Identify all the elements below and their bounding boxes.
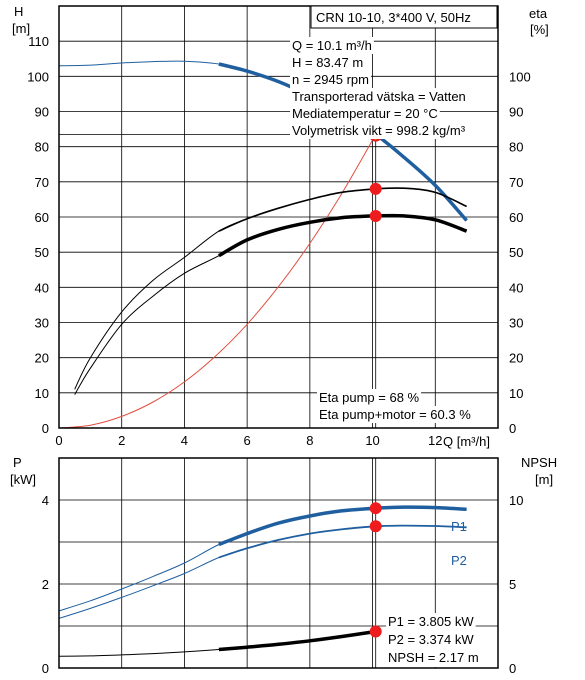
x-tick-label: 10 [365, 433, 379, 448]
bottom-tick-labels: 0 2 4 0 5 10 [42, 493, 524, 676]
y-right-tick-label: 40 [509, 280, 523, 295]
y-right-tick-label: 70 [509, 175, 523, 190]
npsh-curve-operating [218, 629, 376, 652]
power-info-line: P1 = 3.805 kW [388, 614, 474, 629]
duty-info-line-bg [290, 54, 366, 71]
x-axis-label: Q [m³/h] [443, 434, 490, 449]
x-tick-label: 4 [181, 433, 188, 448]
x-tick-label: 2 [118, 433, 125, 448]
bottom-y-left-tick-label: 2 [42, 577, 49, 592]
y-right-tick-label: 100 [509, 69, 531, 84]
duty-info-line-bg [290, 37, 374, 54]
title-box [310, 5, 498, 29]
duty-info-line-bg [290, 88, 468, 105]
power-info-line-bg [386, 631, 476, 649]
bottom-y-left-tick-label: 0 [42, 661, 49, 676]
duty-info-line: Volymetrisk vikt = 998.2 kg/m³ [292, 123, 466, 138]
x-tick-label: 0 [55, 433, 62, 448]
eta-pump-curve-operating [218, 187, 467, 232]
duty-point-p1-marker [369, 502, 382, 515]
power-info-block: P1 = 3.805 kW P2 = 3.374 kW NPSH = 2.17 m [386, 613, 481, 667]
duty-info-line: n = 2945 rpm [292, 72, 369, 87]
system-curve [58, 134, 377, 429]
duty-info-line-bg [290, 105, 440, 122]
p1-curve-operating [218, 505, 467, 547]
p2-curve-thin [58, 525, 467, 619]
eta-info-line-bg [317, 389, 422, 406]
y-left-tick-label: 10 [35, 386, 49, 401]
y-left-tick-label: 30 [35, 316, 49, 331]
top-plot-frame [58, 5, 499, 429]
power-info-line: P2 = 3.374 kW [388, 632, 474, 647]
bottom-y-right-tick-label: 10 [509, 493, 523, 508]
top-right-axis-label-line2: [%] [530, 22, 549, 37]
x-tick-label: 6 [244, 433, 251, 448]
duty-point-eta-pump-marker [369, 182, 382, 195]
bottom-y-left-tick-label: 4 [42, 493, 49, 508]
duty-info-line: Transporterad vätska = Vatten [292, 89, 466, 104]
y-right-tick-label: 50 [509, 245, 523, 260]
duty-info-line-bg [290, 71, 371, 88]
series-label-p1: P1 [451, 519, 467, 534]
power-info-line-bg [386, 613, 476, 631]
bottom-left-axis-label-line1: P [13, 455, 22, 470]
npsh-curve-thin [58, 631, 376, 657]
y-left-tick-label: 40 [35, 280, 49, 295]
power-info-line-bg [386, 649, 481, 667]
eta-info-block: Eta pump = 68 % Eta pump+motor = 60.3 % [317, 389, 473, 423]
y-right-tick-label: 10 [509, 386, 523, 401]
y-right-tick-label: 80 [509, 140, 523, 155]
y-left-tick-label: 70 [35, 175, 49, 190]
y-left-tick-label: 50 [35, 245, 49, 260]
top-left-axis-label-line2: [m] [12, 21, 30, 36]
bottom-y-right-tick-label: 5 [509, 577, 516, 592]
y-right-tick-label: 30 [509, 316, 523, 331]
p2-curve-operating [218, 524, 467, 559]
duty-info-line: Q = 10.1 m³/h [292, 38, 372, 53]
top-left-axis-label-line1: H [14, 4, 23, 19]
duty-info-line: H = 83.47 m [292, 55, 363, 70]
top-right-axis-label-line1: eta [529, 6, 548, 21]
y-left-tick-label: 60 [35, 210, 49, 225]
eta-pump-curve-thin [74, 187, 467, 390]
x-tick-label: 12 [428, 433, 442, 448]
eta-info-line: Eta pump = 68 % [319, 390, 420, 405]
bottom-right-axis-label-line1: NPSH [521, 455, 557, 470]
eta-info-line-bg [317, 406, 473, 423]
series-label-p2: P2 [451, 553, 467, 568]
duty-point-p2-marker [369, 520, 382, 533]
bottom-right-axis-label-line2: [m] [535, 472, 553, 487]
duty-info-block: Q = 10.1 m³/h H = 83.47 m n = 2945 rpm Tran… [290, 37, 468, 139]
y-right-tick-label: 0 [509, 421, 516, 436]
y-left-tick-label: 80 [35, 140, 49, 155]
y-right-tick-label: 90 [509, 105, 523, 120]
top-gridlines [58, 5, 498, 428]
y-right-tick-label: 60 [509, 210, 523, 225]
y-left-tick-label: 20 [35, 351, 49, 366]
y-right-tick-label: 20 [509, 351, 523, 366]
y-left-tick-label: 0 [42, 421, 49, 436]
x-tick-label: 8 [306, 433, 313, 448]
bottom-y-right-tick-label: 0 [509, 661, 516, 676]
duty-point-eta-total-marker [369, 209, 382, 222]
p1-curve-thin [58, 506, 467, 612]
y-left-tick-label: 110 [28, 34, 49, 49]
bottom-left-axis-label-line2: [kW] [10, 472, 36, 487]
duty-info-line: Mediatemperatur = 20 °C [292, 106, 438, 121]
head-curve-thin [58, 60, 467, 221]
y-left-tick-label: 90 [35, 105, 49, 120]
power-info-line: NPSH = 2.17 m [388, 650, 479, 665]
eta-total-curve-thin [74, 215, 467, 395]
eta-info-line: Eta pump+motor = 60.3 % [319, 407, 471, 422]
y-left-tick-label: 100 [27, 69, 49, 84]
duty-point-npsh-marker [369, 625, 382, 638]
duty-info-line-bg [290, 122, 468, 139]
eta-total-curve-operating [218, 213, 468, 258]
bottom-plot-frame [58, 457, 499, 669]
chart-title: CRN 10-10, 3*400 V, 50Hz [316, 10, 471, 25]
top-tick-labels: 0 2 4 6 8 10 12 0 10 20 30 40 50 60 70 80 90 100 110 0 10 20 3… [27, 34, 530, 448]
